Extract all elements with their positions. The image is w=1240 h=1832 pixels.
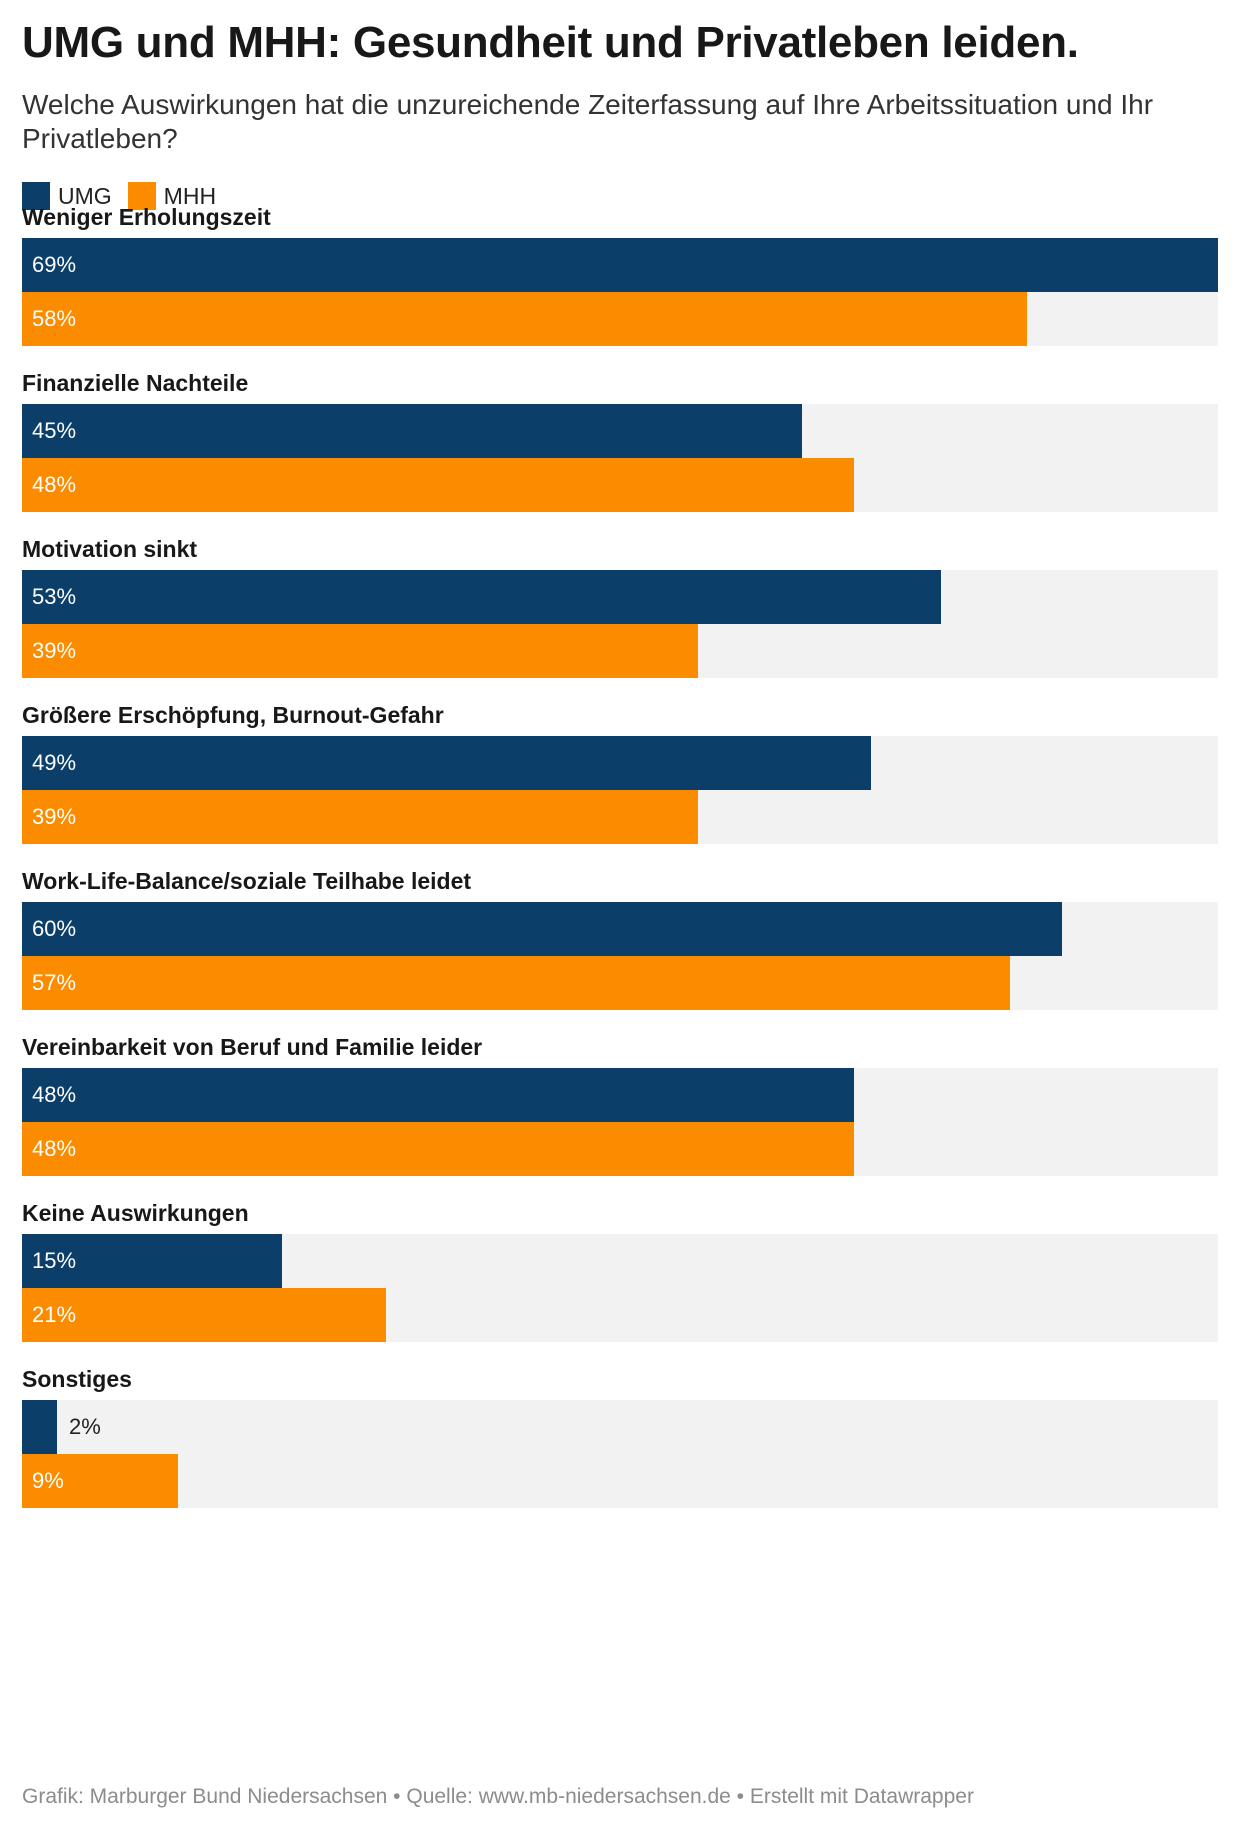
bar-track: 57% xyxy=(22,956,1218,1010)
bar-mhh xyxy=(22,1454,178,1508)
bar-mhh xyxy=(22,458,854,512)
value-label: 58% xyxy=(32,306,77,331)
value-label: 21% xyxy=(32,1302,77,1327)
bar-track: 45% xyxy=(22,404,1218,458)
bar-track: 39% xyxy=(22,790,1218,844)
bar-group: Keine Auswirkungen 15% 21% xyxy=(22,1200,1218,1370)
bar-mhh xyxy=(22,1122,854,1176)
bar-umg xyxy=(22,404,802,458)
bar-umg xyxy=(22,1068,854,1122)
category-label: Sonstiges xyxy=(22,1366,132,1392)
category-label: Motivation sinkt xyxy=(22,536,198,562)
bar-track: 48% xyxy=(22,458,1218,512)
bar-track: 69% xyxy=(22,238,1218,292)
legend-label-mhh: MHH xyxy=(163,182,217,209)
bar-mhh xyxy=(22,790,698,844)
bar-track: 60% xyxy=(22,902,1218,956)
value-label: 69% xyxy=(32,252,77,277)
value-label: 57% xyxy=(32,970,77,995)
value-label: 53% xyxy=(32,584,77,609)
category-label: Weniger Erholungszeit xyxy=(22,204,271,230)
bar-track: 58% xyxy=(22,292,1218,346)
bar-umg xyxy=(22,570,941,624)
chart-subtitle: Welche Auswirkungen hat die unzureichend… xyxy=(22,89,1154,154)
value-label: 45% xyxy=(32,418,77,443)
value-label: 49% xyxy=(32,750,77,775)
bar-umg xyxy=(22,1400,57,1454)
category-label: Größere Erschöpfung, Burnout-Gefahr xyxy=(22,702,444,728)
bar-mhh xyxy=(22,1288,386,1342)
bar-track: 9% xyxy=(22,1454,1218,1508)
bar-group: Finanzielle Nachteile 45% 48% xyxy=(22,370,1218,540)
value-label: 48% xyxy=(32,472,77,497)
category-label: Work-Life-Balance/soziale Teilhabe leide… xyxy=(22,868,472,894)
bar-umg xyxy=(22,238,1218,292)
bar-umg xyxy=(22,736,871,790)
bar-track: 39% xyxy=(22,624,1218,678)
bar-track: 2% xyxy=(22,1400,1218,1454)
value-label: 60% xyxy=(32,916,77,941)
category-label: Finanzielle Nachteile xyxy=(22,370,249,396)
bar-track: 21% xyxy=(22,1288,1218,1342)
bar-group: Weniger Erholungszeit 69% 58% xyxy=(22,204,1218,374)
bar-group: Vereinbarkeit von Beruf und Familie leid… xyxy=(22,1034,1218,1204)
value-label: 2% xyxy=(69,1414,101,1439)
bar-track: 15% xyxy=(22,1234,1218,1288)
bar-track: 48% xyxy=(22,1122,1218,1176)
value-label: 48% xyxy=(32,1136,77,1161)
value-label: 15% xyxy=(32,1248,77,1273)
bar-umg xyxy=(22,902,1062,956)
legend-item-umg: UMG xyxy=(22,182,112,210)
chart-title: UMG und MHH: Gesundheit und Privatleben … xyxy=(22,18,1079,67)
bar-track: 49% xyxy=(22,736,1218,790)
category-label: Vereinbarkeit von Beruf und Familie leid… xyxy=(22,1034,483,1060)
value-label: 39% xyxy=(32,638,77,663)
chart-footer: Grafik: Marburger Bund Niedersachsen • Q… xyxy=(22,1785,974,1808)
legend-swatch-mhh xyxy=(127,182,156,210)
bar-mhh xyxy=(22,956,1010,1010)
bar-group: Sonstiges 2% 9% xyxy=(22,1366,1218,1536)
bar-track: 53% xyxy=(22,570,1218,624)
value-label: 9% xyxy=(32,1468,64,1493)
value-label: 48% xyxy=(32,1082,77,1107)
legend-item-mhh: MHH xyxy=(127,182,217,210)
category-label: Keine Auswirkungen xyxy=(22,1200,249,1226)
bar-group: Motivation sinkt 53% 39% xyxy=(22,536,1218,706)
legend-swatch-umg xyxy=(22,182,50,210)
bar-group: Work-Life-Balance/soziale Teilhabe leide… xyxy=(22,868,1218,1038)
bar-group: Größere Erschöpfung, Burnout-Gefahr 49% 39… xyxy=(22,702,1218,872)
bar-umg xyxy=(22,1234,282,1288)
bar-mhh xyxy=(22,624,698,678)
bar-mhh xyxy=(22,292,1027,346)
legend: UMG MHH xyxy=(22,182,232,210)
legend-label-umg: UMG xyxy=(58,182,112,209)
bar-track: 48% xyxy=(22,1068,1218,1122)
value-label: 39% xyxy=(32,804,77,829)
